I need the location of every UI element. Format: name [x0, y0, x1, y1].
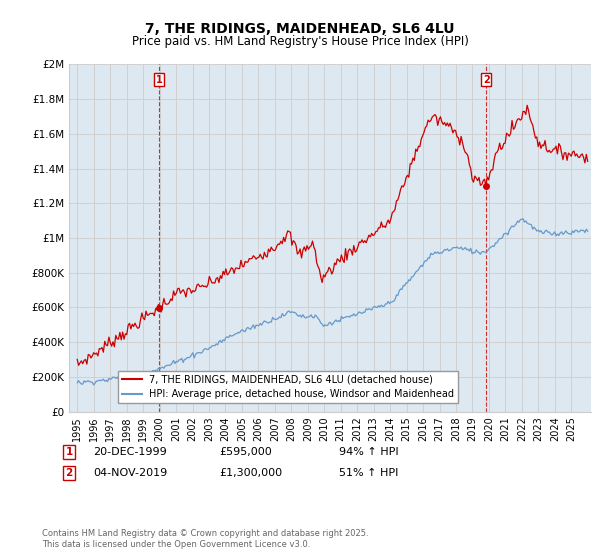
Text: 04-NOV-2019: 04-NOV-2019: [93, 468, 167, 478]
Text: £595,000: £595,000: [219, 447, 272, 457]
Text: Contains HM Land Registry data © Crown copyright and database right 2025.
This d: Contains HM Land Registry data © Crown c…: [42, 529, 368, 549]
Text: Price paid vs. HM Land Registry's House Price Index (HPI): Price paid vs. HM Land Registry's House …: [131, 35, 469, 48]
Text: £1,300,000: £1,300,000: [219, 468, 282, 478]
Text: 2: 2: [483, 75, 490, 85]
Text: 7, THE RIDINGS, MAIDENHEAD, SL6 4LU: 7, THE RIDINGS, MAIDENHEAD, SL6 4LU: [145, 22, 455, 36]
Text: 94% ↑ HPI: 94% ↑ HPI: [339, 447, 398, 457]
Text: 2: 2: [65, 468, 73, 478]
Text: 1: 1: [65, 447, 73, 457]
Text: 1: 1: [155, 75, 162, 85]
Text: 51% ↑ HPI: 51% ↑ HPI: [339, 468, 398, 478]
Text: 20-DEC-1999: 20-DEC-1999: [93, 447, 167, 457]
Legend: 7, THE RIDINGS, MAIDENHEAD, SL6 4LU (detached house), HPI: Average price, detach: 7, THE RIDINGS, MAIDENHEAD, SL6 4LU (det…: [118, 371, 458, 403]
